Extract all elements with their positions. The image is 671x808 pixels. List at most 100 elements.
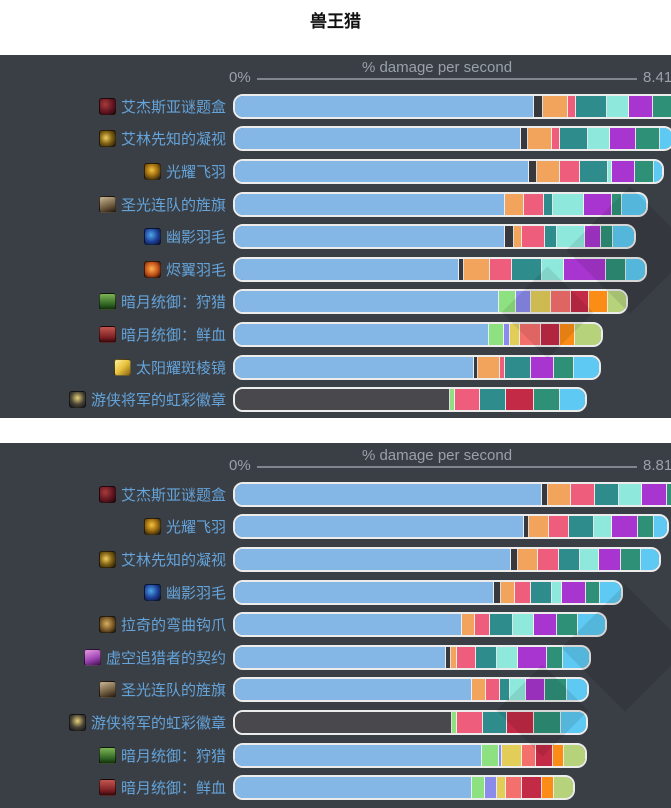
stacked-bar: [233, 126, 671, 152]
darkmoon-hunt-icon[interactable]: [98, 746, 116, 764]
darkmoon-blood-icon[interactable]: [98, 779, 116, 797]
prophet-gaze-icon[interactable]: [98, 550, 116, 568]
item-label[interactable]: 光耀飞羽: [165, 519, 226, 537]
item-label[interactable]: 圣光连队的旌旗: [120, 682, 226, 700]
ember-feather-icon[interactable]: [143, 260, 161, 278]
item-label[interactable]: 暗月统御：鲜血: [120, 326, 226, 344]
bar-segment-orange: [477, 356, 501, 378]
bar-segment-orange: [543, 95, 568, 117]
shadow-feather-icon[interactable]: [143, 228, 161, 246]
page-title: 兽王猎: [310, 12, 361, 31]
bar-segment-yellowgreen: [575, 323, 601, 345]
bar-segment-pink: [456, 711, 483, 733]
axis-max-label: 8.41%: [643, 69, 671, 86]
item-label[interactable]: 游侠将军的虹彩徽章: [90, 392, 226, 410]
bar-segment-green: [450, 389, 456, 411]
item-label[interactable]: 游侠将军的虹彩徽章: [90, 714, 226, 732]
bar-segment-blue: [235, 483, 543, 505]
bar-segment-purple: [611, 160, 635, 182]
bar-segment-blue: [235, 258, 459, 280]
bar-segment-salmon: [519, 323, 542, 345]
darkmoon-hunt-icon[interactable]: [98, 293, 116, 311]
bar-segment-cyan: [594, 516, 613, 538]
bar-segment-seagreen: [545, 679, 567, 701]
curved-claw-icon[interactable]: [98, 616, 116, 634]
panel-gap: [0, 418, 671, 443]
shadow-feather-icon[interactable]: [143, 583, 161, 601]
bar-segment-pink: [485, 679, 500, 701]
axis-header: % damage per second 0% 8.41%: [0, 55, 671, 90]
bar-segment-blue: [235, 777, 473, 799]
bar-segment-blue: [235, 646, 446, 668]
bar-segment-dark: [493, 581, 501, 603]
bar-segment-seagreen: [634, 160, 654, 182]
bar-segment-seagreen: [600, 226, 613, 248]
bar-segment-pink: [515, 581, 532, 603]
bar-segment-cyan: [607, 95, 630, 117]
item-label[interactable]: 太阳耀斑棱镜: [135, 359, 226, 377]
stacked-bar: [233, 321, 603, 347]
bar-segment-cyan: [579, 548, 599, 570]
bar-segment-skyblue: [621, 193, 647, 215]
item-label-cell: 艾林先知的凝视: [0, 128, 226, 149]
bar-segment-skyblue: [641, 548, 660, 570]
axis-header: % damage per second 0% 8.81%: [0, 443, 671, 478]
bar-segment-blue: [235, 160, 530, 182]
bar-segment-blue: [235, 226, 505, 248]
item-label[interactable]: 幽影羽毛: [165, 584, 226, 602]
bar-segment-orange: [537, 160, 560, 182]
bar-segment-purple: [583, 193, 612, 215]
item-label[interactable]: 暗月统御：狩猎: [120, 747, 226, 765]
puzzle-box-icon[interactable]: [98, 97, 116, 115]
item-label[interactable]: 光耀飞羽: [165, 163, 226, 181]
item-label[interactable]: 圣光连队的旌旗: [120, 196, 226, 214]
legion-banner-icon[interactable]: [98, 195, 116, 213]
radiant-feather-icon[interactable]: [143, 518, 161, 536]
axis-max-label: 8.81%: [643, 457, 671, 474]
item-label[interactable]: 艾杰斯亚谜题盒: [120, 486, 226, 504]
prophet-gaze-icon[interactable]: [98, 130, 116, 148]
item-label-cell: 游侠将军的虹彩徽章: [0, 712, 226, 733]
bar-segment-seagreen: [605, 258, 627, 280]
item-label[interactable]: 艾林先知的凝视: [120, 551, 226, 569]
bar-segment-purple: [526, 679, 546, 701]
ranger-badge-icon[interactable]: [68, 391, 86, 409]
bar-segment-dark: [529, 160, 538, 182]
bar-segment-skyblue: [653, 160, 662, 182]
item-label[interactable]: 暗月统御：狩猎: [120, 294, 226, 312]
axis-title: % damage per second: [361, 447, 513, 464]
item-row: 暗月统御：狩猎: [0, 286, 671, 319]
bar-segment-blue: [235, 516, 524, 538]
bar-segment-seagreen: [637, 516, 655, 538]
ranger-badge-icon[interactable]: [68, 713, 86, 731]
bar-segment-gray: [235, 711, 452, 733]
bar-segment-purple: [629, 95, 653, 117]
void-contract-icon[interactable]: [83, 648, 101, 666]
item-label[interactable]: 虚空追猎者的契约: [105, 649, 226, 667]
bar-segment-pink: [559, 160, 580, 182]
item-label[interactable]: 艾杰斯亚谜题盒: [120, 98, 226, 116]
item-label[interactable]: 拉奇的弯曲钩爪: [120, 617, 226, 635]
bar-segment-orange2: [541, 777, 555, 799]
item-label-cell: 圣光连队的旌旗: [0, 194, 226, 215]
bar-segment-purple: [533, 614, 557, 636]
bar-segment-purple: [641, 483, 667, 505]
legion-banner-icon[interactable]: [98, 681, 116, 699]
item-label[interactable]: 烬翼羽毛: [165, 261, 226, 279]
bar-segment-blue: [235, 193, 505, 215]
item-row: 烬翼羽毛: [0, 253, 671, 286]
radiant-feather-icon[interactable]: [143, 162, 161, 180]
item-label-cell: 暗月统御：狩猎: [0, 291, 226, 312]
solar-prism-icon[interactable]: [113, 358, 131, 376]
darkmoon-blood-icon[interactable]: [98, 325, 116, 343]
bar-segment-seagreen: [533, 389, 560, 411]
puzzle-box-icon[interactable]: [98, 485, 116, 503]
item-label[interactable]: 暗月统御：鲜血: [120, 780, 226, 798]
bar-segment-pink: [548, 516, 570, 538]
bar-segment-teal: [576, 95, 608, 117]
item-row: 太阳耀斑棱镜: [0, 351, 671, 384]
bar-segment-crimson: [522, 777, 542, 799]
item-label[interactable]: 幽影羽毛: [165, 229, 226, 247]
item-label[interactable]: 艾林先知的凝视: [120, 131, 226, 149]
bar-segment-blue: [235, 679, 473, 701]
